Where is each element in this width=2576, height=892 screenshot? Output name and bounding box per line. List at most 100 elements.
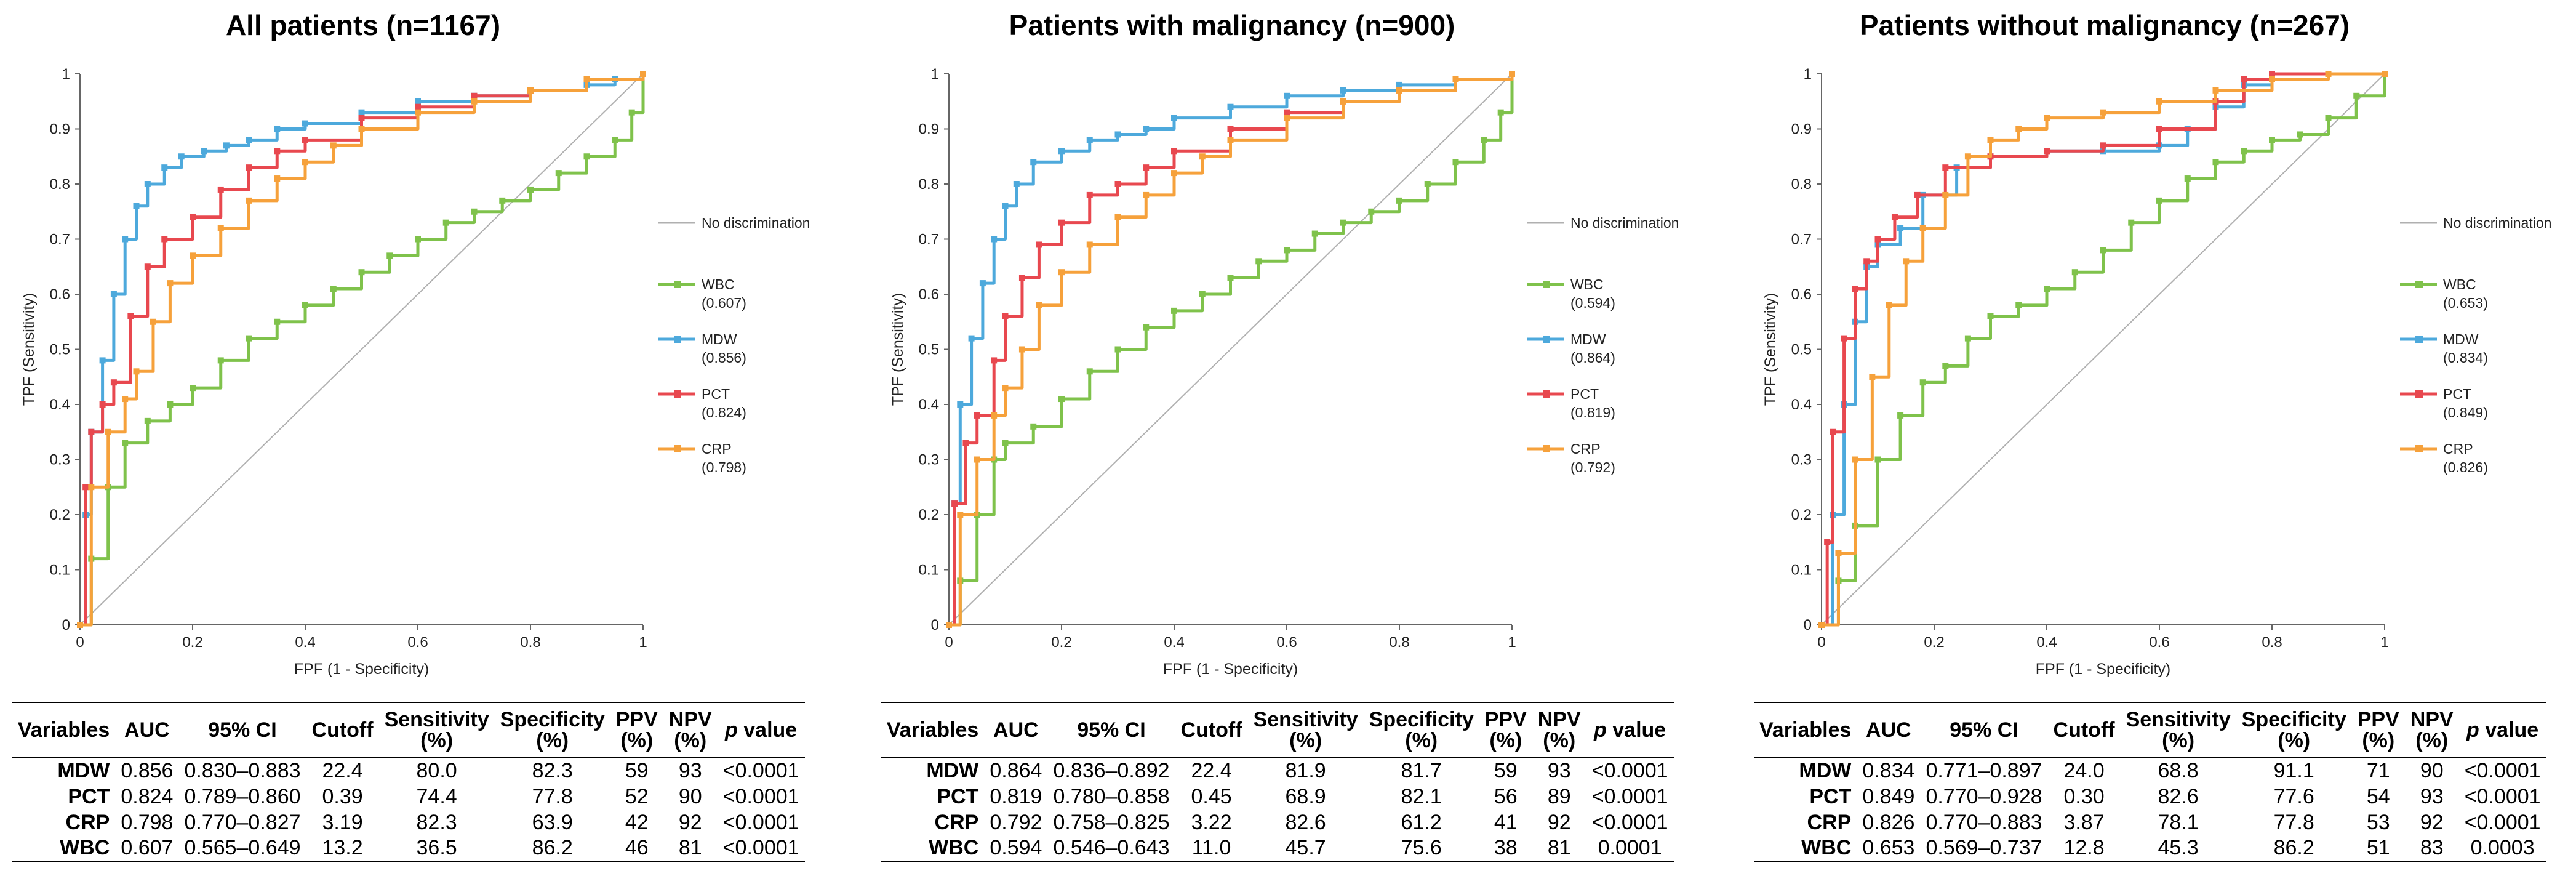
legend-auc-crp: (0.792)	[1570, 459, 1615, 475]
table-cell: 0.849	[1862, 784, 1915, 808]
data-point-crp	[527, 87, 534, 94]
data-point-wbc	[499, 197, 506, 204]
table-cell: 0.780–0.858	[1053, 784, 1170, 808]
data-point-crp	[957, 512, 964, 518]
data-point-wbc	[1086, 368, 1093, 375]
data-point-mdw	[1284, 92, 1290, 99]
y-tick-label: 0.3	[50, 452, 70, 468]
panel-without-malignancy: Patients without malignancy (n=267) 0 0.1…	[1742, 0, 2576, 892]
data-point-pct	[161, 236, 168, 243]
data-point-pct	[110, 379, 117, 386]
roc-chart: 0 0.1 0.2 0.3 0.4 0.5 0.6 0.7 0.8 0.9 1 0 0.2 0.4 0.6 0…	[889, 66, 1679, 678]
data-point-crp	[1340, 98, 1346, 105]
table-cell: 68.8	[2158, 759, 2199, 782]
data-point-crp	[1227, 137, 1234, 143]
table-cell: 45.3	[2158, 836, 2199, 859]
data-point-crp	[1036, 302, 1042, 308]
table-cell: <0.0001	[722, 810, 799, 834]
y-tick-label: 0.6	[919, 286, 939, 303]
legend-auc-wbc: (0.653)	[2443, 295, 2488, 311]
y-tick-label: 0.4	[50, 396, 70, 413]
x-tick-label: 0.2	[1924, 634, 1944, 651]
table-row: WBC 0.653 0.569–0.737 12.8 45.3 86.2 51 83 0.000…	[1754, 835, 2546, 861]
table-cell: 0.856	[121, 759, 174, 782]
data-point-mdw	[968, 335, 975, 342]
table-cell: 59	[1494, 759, 1518, 782]
table-cell: 0.864	[990, 759, 1042, 782]
data-point-pct	[88, 428, 95, 435]
y-tick-label: 0.7	[919, 231, 939, 248]
data-point-wbc	[2353, 92, 2360, 99]
table-cell: 42	[625, 810, 649, 834]
table-cell: 89	[1547, 784, 1571, 808]
data-point-pct	[1058, 219, 1065, 226]
table-cell: 82.6	[1285, 810, 1326, 834]
table-cell: MDW	[57, 759, 110, 782]
table-cell: 91.1	[2273, 759, 2314, 782]
table-cell: 93	[2420, 784, 2444, 808]
col-variables: Variables	[1759, 718, 1852, 742]
data-point-mdw	[133, 203, 140, 209]
legend-marker-wbc	[674, 281, 681, 288]
table-cell: <0.0001	[722, 836, 799, 859]
data-point-pct	[1830, 428, 1836, 435]
data-point-crp	[1086, 241, 1093, 248]
data-point-wbc	[1030, 423, 1037, 430]
col-variables: Variables	[887, 718, 979, 742]
legend-auc-pct: (0.819)	[1570, 404, 1615, 420]
data-point-pct	[274, 148, 281, 155]
table-cell: 77.6	[2273, 784, 2314, 808]
table-cell: 12.8	[2063, 836, 2105, 859]
panel-title: All patients (n=1167)	[225, 9, 501, 41]
table-cell: 81	[678, 836, 702, 859]
data-point-mdw	[979, 280, 986, 287]
y-tick-label: 0.2	[50, 507, 70, 523]
data-point-crp	[1002, 385, 1009, 392]
table-cell: 22.4	[1191, 759, 1232, 782]
data-point-crp	[1171, 170, 1177, 177]
table-cell: MDW	[1799, 759, 1852, 782]
data-point-wbc	[1058, 396, 1065, 403]
data-point-wbc	[217, 357, 224, 364]
x-axis-title: FPF (1 - Specificity)	[294, 661, 429, 678]
data-point-crp	[246, 197, 252, 204]
col-npv: NPV (%)	[1537, 708, 1581, 752]
data-point-mdw	[1086, 137, 1093, 143]
series-line-wbc	[949, 74, 1514, 627]
y-tick-label: 0.9	[50, 121, 70, 138]
legend-marker-mdw	[2415, 336, 2423, 343]
data-point-pct	[962, 440, 969, 446]
data-point-mdw	[274, 126, 281, 132]
data-point-crp	[1919, 225, 1926, 231]
legend-marker-wbc	[1543, 281, 1550, 288]
table-cell: 0.792	[990, 810, 1042, 834]
data-point-crp	[1284, 115, 1290, 121]
table-cell: PCT	[1809, 784, 1852, 808]
y-axis-title: TPF (Sensitivity)	[1762, 293, 1779, 406]
x-tick-label: 0.6	[407, 634, 428, 651]
legend-marker-mdw	[1543, 336, 1550, 343]
legend-auc-wbc: (0.594)	[1570, 295, 1615, 311]
table-row: CRP 0.792 0.758–0.825 3.22 82.6 61.2 41 92 <0.00…	[881, 810, 1674, 835]
x-tick-label: 1	[2380, 634, 2388, 651]
stats-table: Variables AUC 95% CI Cutoff Sensitivity(…	[881, 702, 1674, 862]
data-point-wbc	[1227, 275, 1234, 281]
data-point-pct	[1284, 109, 1290, 116]
table-cell: 38	[1494, 836, 1518, 859]
table-cell: 93	[678, 759, 702, 782]
table-cell: 80.0	[416, 759, 457, 782]
table-row: WBC 0.607 0.565–0.649 13.2 36.5 86.2 46 81 <0.00…	[12, 835, 805, 861]
table-cell: 22.4	[322, 759, 363, 782]
data-point-pct	[127, 313, 134, 319]
table-cell: 3.19	[322, 810, 363, 834]
data-point-crp	[150, 318, 156, 325]
data-point-crp	[1869, 374, 1876, 380]
table-cell: 81	[1547, 836, 1571, 859]
data-point-pct	[1891, 214, 1898, 220]
legend-auc-mdw: (0.864)	[1570, 350, 1615, 366]
data-point-crp	[1818, 622, 1825, 628]
data-point-mdw	[991, 236, 998, 243]
data-point-crp	[1199, 153, 1206, 160]
data-point-mdw	[246, 137, 252, 143]
legend-label-crp: CRP	[1570, 441, 1601, 457]
